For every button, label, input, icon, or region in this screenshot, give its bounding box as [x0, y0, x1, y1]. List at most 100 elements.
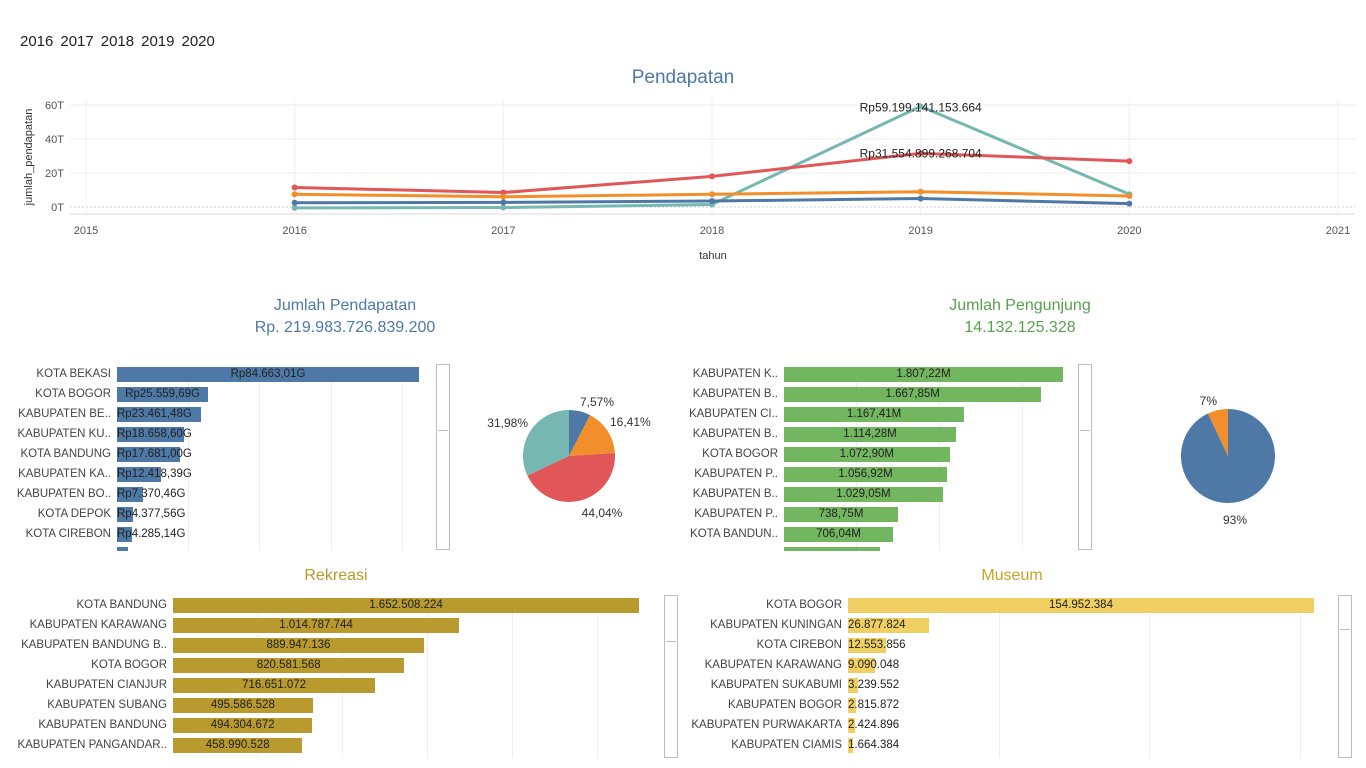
bar-value-label: 458.990.528	[205, 739, 270, 751]
bar[interactable]	[784, 367, 1063, 382]
rekreasi-scrollbar[interactable]	[664, 595, 678, 758]
bar-value-label: Rp4.377,56G	[117, 508, 186, 520]
pengunjung-title: Jumlah Pengunjung	[949, 297, 1091, 314]
bar-partial[interactable]	[784, 547, 880, 551]
x-tick-label: 2015	[74, 225, 98, 237]
bar[interactable]	[848, 658, 876, 673]
bar[interactable]	[173, 678, 376, 693]
bar[interactable]	[784, 507, 899, 522]
bar[interactable]	[117, 407, 201, 422]
line-point[interactable]	[917, 188, 924, 195]
y-tick-label: 60T	[45, 100, 64, 112]
bar-chart-gridline	[999, 598, 1000, 758]
pengunjung-scrollbar-thumb[interactable]	[1080, 366, 1090, 431]
pie-slice[interactable]	[569, 410, 591, 456]
bar-partial[interactable]	[117, 547, 128, 551]
bar-value-label: 889.947.136	[266, 639, 331, 651]
year-filter-2019[interactable]: 2019	[141, 33, 175, 50]
bar-value-label: 1.072,90M	[839, 448, 894, 460]
bar[interactable]	[784, 427, 957, 442]
pengunjung-scrollbar[interactable]	[1078, 364, 1092, 550]
year-filter-2016[interactable]: 2016	[20, 33, 54, 50]
bar[interactable]	[117, 467, 162, 482]
line-point[interactable]	[500, 189, 507, 196]
bar-value-label: Rp18.658,60G	[117, 428, 192, 440]
line-point[interactable]	[917, 195, 924, 202]
bar[interactable]	[784, 407, 965, 422]
bar[interactable]	[848, 698, 857, 713]
x-tick-label: 2019	[908, 225, 932, 237]
line-point[interactable]	[500, 193, 507, 200]
bar[interactable]	[117, 527, 133, 542]
line-point[interactable]	[500, 199, 507, 206]
museum-scrollbar-thumb[interactable]	[1340, 597, 1350, 630]
line-point[interactable]	[291, 191, 298, 198]
line-point[interactable]	[500, 204, 507, 211]
bar-value-label: 1.056,92M	[838, 468, 893, 480]
bar-value-label: 3.239.552	[848, 679, 900, 691]
bar[interactable]	[173, 738, 303, 753]
pie-slice[interactable]	[523, 410, 569, 476]
bar[interactable]	[848, 618, 929, 633]
bar[interactable]	[117, 387, 209, 402]
bar[interactable]	[117, 367, 419, 382]
bar[interactable]	[848, 738, 853, 753]
pendapatan-scrollbar[interactable]	[436, 364, 450, 550]
bar[interactable]	[117, 507, 133, 522]
y-tick-label: 20T	[45, 168, 64, 180]
line-point[interactable]	[291, 184, 298, 191]
bar-chart-gridline	[402, 367, 403, 550]
bar[interactable]	[784, 487, 943, 502]
bar[interactable]	[173, 598, 639, 613]
bar-chart-gridline	[1300, 598, 1301, 758]
bar-category-label: KOTA BOGOR	[35, 388, 111, 400]
line-annotation-red: Rp31.554.899.268.704	[860, 146, 982, 160]
pendapatan-pie-chart: 7,57% 16,41% 44,04% 31,98%	[487, 395, 651, 520]
bar-category-label: KABUPATEN SUKABUMI	[710, 679, 842, 691]
line-point[interactable]	[709, 198, 715, 205]
year-filter-2020[interactable]: 2020	[181, 33, 215, 50]
bar[interactable]	[117, 427, 184, 442]
line-point[interactable]	[1126, 192, 1133, 199]
pie-slice[interactable]	[569, 415, 615, 456]
bar-value-label: 9.090.048	[848, 659, 900, 671]
line-point[interactable]	[709, 173, 715, 180]
bar[interactable]	[173, 638, 424, 653]
year-filter-2018[interactable]: 2018	[100, 33, 135, 50]
line-point[interactable]	[917, 150, 924, 157]
line-point[interactable]	[917, 103, 924, 110]
bar[interactable]	[848, 678, 858, 693]
bar[interactable]	[117, 487, 144, 502]
bar[interactable]	[784, 467, 948, 482]
bar[interactable]	[117, 447, 181, 462]
bar[interactable]	[173, 618, 460, 633]
line-point[interactable]	[291, 204, 298, 211]
bar[interactable]	[173, 698, 313, 713]
line-chart: jumlah_pendapatan tahun 0T 20T 40T 60T 2015 2…	[23, 100, 1355, 262]
museum-scrollbar[interactable]	[1338, 595, 1352, 758]
bar[interactable]	[848, 718, 856, 733]
bar[interactable]	[784, 527, 893, 542]
bar-category-label: KABUPATEN SUBANG	[47, 699, 167, 711]
line-point[interactable]	[1126, 158, 1133, 165]
bar[interactable]	[784, 447, 950, 462]
bar-category-label: KABUPATEN P..	[694, 508, 778, 520]
bar-value-label: 820.581.568	[256, 659, 321, 671]
bar-value-label: 706,04M	[816, 528, 861, 540]
year-filter-2017[interactable]: 2017	[60, 33, 94, 50]
bar[interactable]	[848, 598, 1314, 613]
line-point[interactable]	[291, 199, 298, 206]
bar-chart-gridline	[427, 598, 428, 758]
bar[interactable]	[784, 387, 1042, 402]
bar-category-label: KABUPATEN KARAWANG	[29, 619, 167, 631]
bar[interactable]	[173, 718, 313, 733]
line-point[interactable]	[1126, 200, 1133, 207]
pie-slice[interactable]	[527, 453, 615, 502]
pie-slice[interactable]	[1207, 409, 1228, 456]
bar[interactable]	[848, 638, 886, 653]
rekreasi-scrollbar-thumb[interactable]	[666, 597, 676, 642]
bar[interactable]	[173, 658, 405, 673]
line-point[interactable]	[709, 191, 715, 198]
bar-value-label: 1.652.508.224	[369, 599, 443, 611]
pendapatan-scrollbar-thumb[interactable]	[438, 366, 448, 431]
